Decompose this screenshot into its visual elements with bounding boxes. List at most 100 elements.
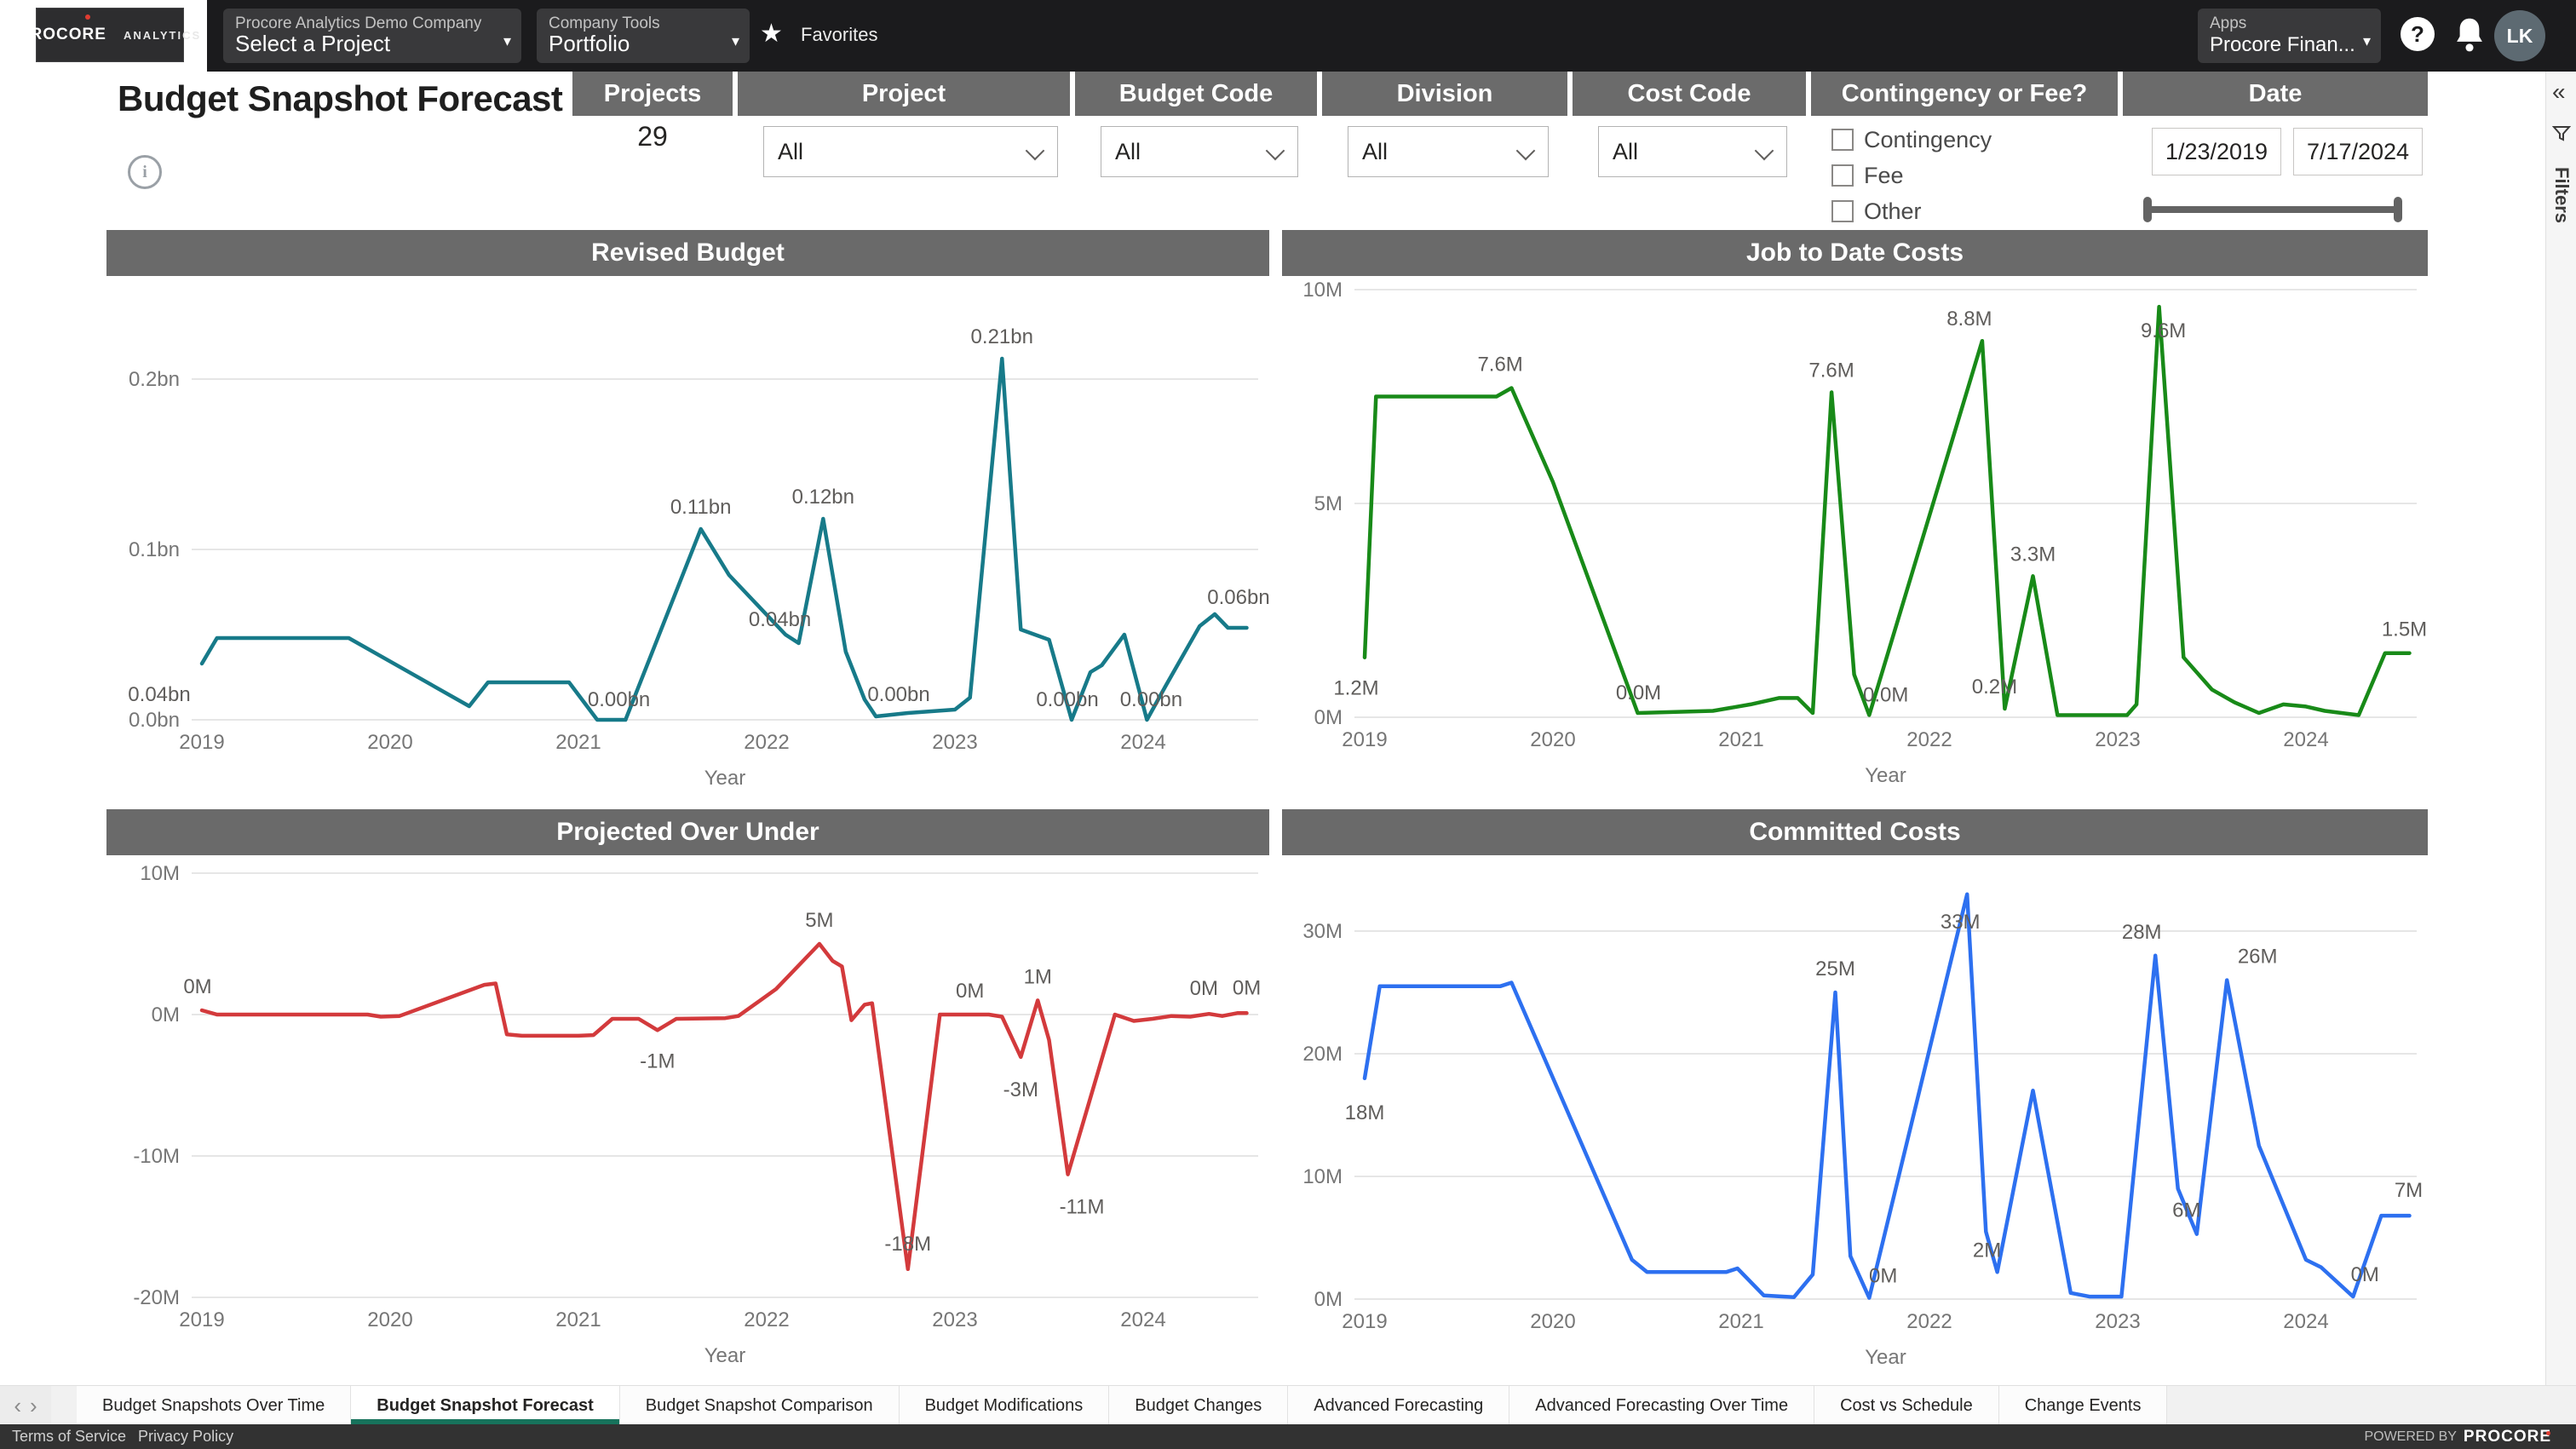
project-select-value: All — [778, 138, 804, 164]
svg-text:1M: 1M — [1024, 965, 1052, 988]
svg-text:0.06bn: 0.06bn — [1207, 586, 1269, 609]
svg-text:2021: 2021 — [1718, 728, 1763, 751]
date-slider-handle-start[interactable] — [2143, 197, 2152, 222]
company-tools-dropdown[interactable]: Company Tools Portfolio ▾ — [537, 9, 750, 63]
svg-text:7.6M: 7.6M — [1477, 353, 1522, 376]
favorites-star-icon[interactable]: ★ — [760, 20, 783, 48]
tab-budget-snapshots-over-time[interactable]: Budget Snapshots Over Time — [77, 1386, 352, 1425]
privacy-policy-link[interactable]: Privacy Policy — [138, 1428, 234, 1445]
svg-text:2M: 2M — [1973, 1239, 2001, 1262]
svg-text:2020: 2020 — [367, 731, 412, 754]
filter-funnel-icon[interactable] — [2552, 124, 2571, 143]
project-select[interactable]: All — [763, 126, 1058, 177]
filter-header-division: Division — [1322, 72, 1567, 116]
svg-text:2021: 2021 — [555, 731, 601, 754]
svg-text:2022: 2022 — [1906, 728, 1952, 751]
caret-down-icon: ▾ — [2362, 32, 2371, 49]
date-start-input[interactable] — [2152, 128, 2281, 175]
svg-text:0.0M: 0.0M — [1863, 683, 1908, 706]
chevron-down-icon — [1025, 141, 1045, 161]
filter-header-projects-label: Projects — [603, 79, 702, 107]
svg-text:2019: 2019 — [1342, 1310, 1387, 1333]
svg-text:8.8M: 8.8M — [1946, 308, 1992, 331]
budget-code-select[interactable]: All — [1101, 126, 1298, 177]
division-select[interactable]: All — [1348, 126, 1549, 177]
svg-text:18M: 18M — [1345, 1101, 1385, 1124]
filters-rail — [2545, 72, 2576, 1387]
tab-scroll-right-icon[interactable]: › — [30, 1392, 37, 1418]
svg-text:2023: 2023 — [2095, 728, 2140, 751]
tab-cost-vs-schedule[interactable]: Cost vs Schedule — [1814, 1386, 1999, 1425]
apps-label: Apps — [2210, 14, 2247, 32]
chevron-down-icon — [1515, 141, 1536, 161]
project-picker-dropdown[interactable]: Procore Analytics Demo Company Select a … — [223, 9, 521, 63]
svg-text:0.00bn: 0.00bn — [1036, 688, 1098, 711]
date-end-input[interactable] — [2293, 128, 2423, 175]
procore-analytics-logo[interactable]: PROCORE ANALYTICS — [19, 8, 199, 62]
svg-text:7.6M: 7.6M — [1808, 359, 1854, 382]
tab-change-events[interactable]: Change Events — [1998, 1386, 2168, 1425]
fee-checkbox[interactable] — [1831, 164, 1854, 187]
svg-text:0M: 0M — [1190, 977, 1218, 1000]
tab-advanced-forecasting-over-time[interactable]: Advanced Forecasting Over Time — [1509, 1386, 1815, 1425]
tab-advanced-forecasting[interactable]: Advanced Forecasting — [1288, 1386, 1510, 1425]
contingency-checkbox[interactable] — [1831, 129, 1854, 151]
tab-budget-snapshot-comparison[interactable]: Budget Snapshot Comparison — [619, 1386, 900, 1425]
filters-rail-label[interactable]: Filters — [2551, 167, 2573, 224]
fee-checkbox-label: Fee — [1864, 162, 1904, 188]
avatar-initials: LK — [2506, 24, 2533, 47]
svg-text:10M: 10M — [1302, 279, 1343, 302]
other-checkbox[interactable] — [1831, 200, 1854, 222]
svg-text:5M: 5M — [805, 909, 833, 932]
svg-text:0.04bn: 0.04bn — [749, 608, 811, 631]
svg-text:0.1bn: 0.1bn — [129, 538, 180, 561]
svg-text:-18M: -18M — [884, 1233, 931, 1256]
checkbox-row-other[interactable]: Other — [1831, 196, 1922, 227]
analytics-logo-text: ANALYTICS — [123, 28, 202, 42]
projects-count: 29 — [637, 121, 668, 152]
svg-text:2024: 2024 — [1120, 1308, 1165, 1331]
collapse-filters-icon[interactable]: « — [2552, 78, 2566, 105]
svg-text:2019: 2019 — [179, 1308, 224, 1331]
chevron-down-icon — [1754, 141, 1774, 161]
tab-spacer — [51, 1386, 77, 1425]
filter-header-date: Date — [2123, 72, 2428, 116]
checkbox-row-fee[interactable]: Fee — [1831, 160, 1904, 191]
date-range-slider[interactable] — [2147, 206, 2401, 213]
footer-bar: Terms of Service Privacy Policy POWERED … — [0, 1424, 2576, 1449]
chart-title-revised-budget-text: Revised Budget — [591, 239, 785, 267]
svg-text:0M: 0M — [1233, 976, 1261, 999]
svg-text:0.11bn: 0.11bn — [670, 496, 732, 519]
filter-header-division-label: Division — [1396, 79, 1493, 107]
filter-header-date-label: Date — [2248, 79, 2303, 107]
svg-text:9.6M: 9.6M — [2141, 319, 2186, 342]
cost-code-select[interactable]: All — [1598, 126, 1787, 177]
user-avatar[interactable]: LK — [2494, 10, 2545, 61]
chart-title-job-to-date-costs-text: Job to Date Costs — [1745, 239, 1964, 267]
notifications-bell-icon[interactable] — [2452, 15, 2487, 55]
tab-scroll-left-icon[interactable]: ‹ — [14, 1392, 21, 1418]
chevron-down-icon — [1265, 141, 1285, 161]
tab-budget-snapshot-forecast[interactable]: Budget Snapshot Forecast — [351, 1386, 620, 1425]
tab-budget-changes[interactable]: Budget Changes — [1109, 1386, 1289, 1425]
checkbox-row-contingency[interactable]: Contingency — [1831, 124, 1992, 155]
date-slider-handle-end[interactable] — [2394, 197, 2402, 222]
help-icon[interactable]: ? — [2401, 17, 2435, 51]
favorites-label[interactable]: Favorites — [801, 24, 878, 45]
cost-code-select-value: All — [1613, 138, 1639, 164]
navbar-logo-area: PROCORE ANALYTICS — [0, 0, 207, 72]
tab-budget-modifications[interactable]: Budget Modifications — [899, 1386, 1110, 1425]
company-tools-value: Portfolio — [549, 31, 630, 56]
terms-of-service-link[interactable]: Terms of Service — [12, 1428, 127, 1445]
info-icon[interactable]: i — [128, 155, 162, 189]
svg-text:1.5M: 1.5M — [2382, 618, 2427, 641]
svg-text:20M: 20M — [1302, 1043, 1343, 1066]
page-title: Budget Snapshot Forecast — [118, 78, 563, 118]
apps-dropdown[interactable]: Apps Procore Finan... ▾ — [2198, 9, 2381, 63]
svg-text:0M: 0M — [1314, 706, 1343, 729]
svg-text:2020: 2020 — [1530, 1310, 1575, 1333]
